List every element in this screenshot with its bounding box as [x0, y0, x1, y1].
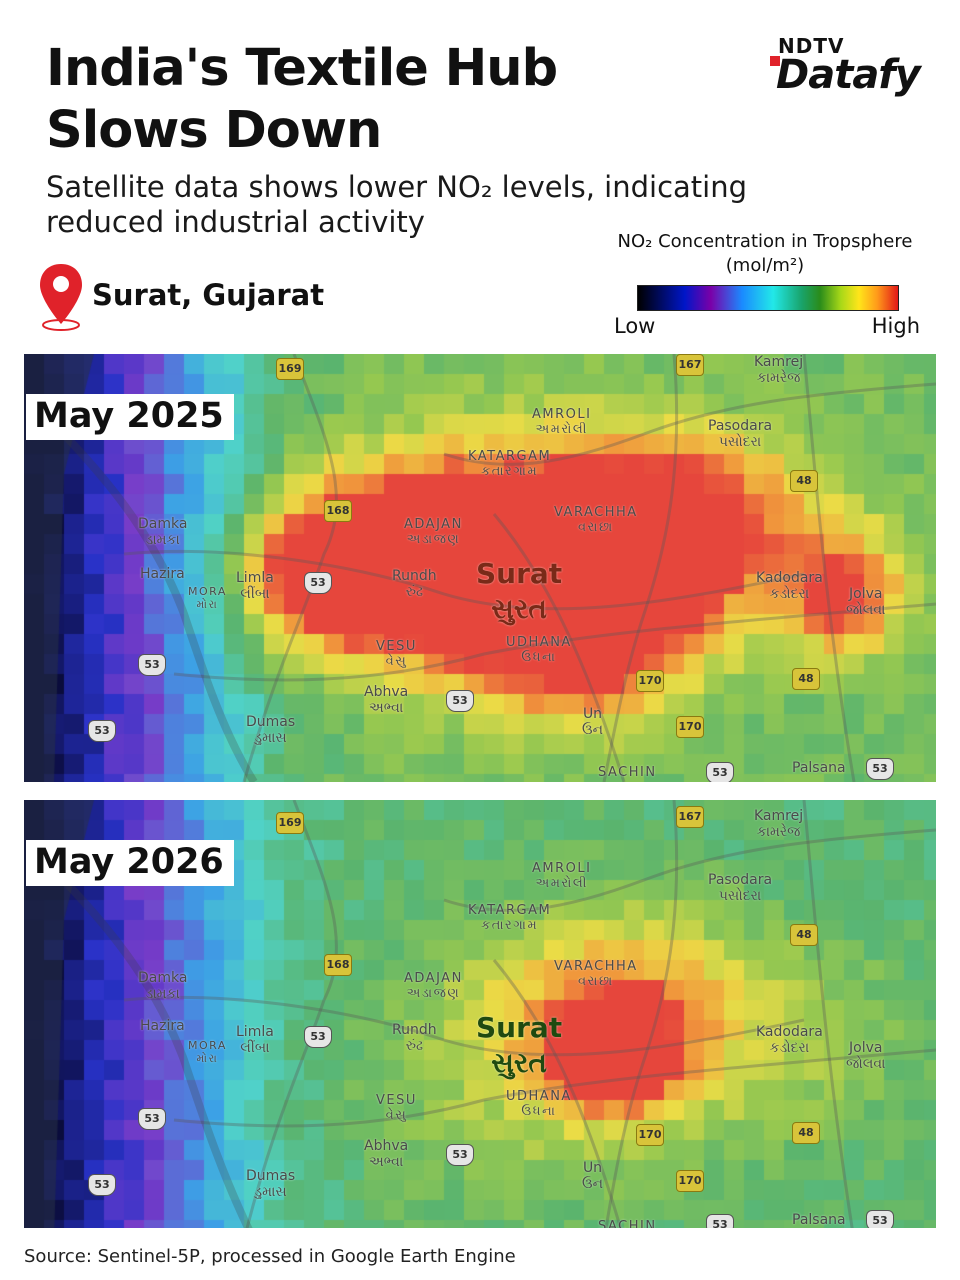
- place-vesu: VESU વેસુ: [376, 1093, 417, 1123]
- road-network: [41, 354, 936, 782]
- road-53-shield: 53: [88, 720, 116, 742]
- legend-high-label: High: [871, 314, 920, 338]
- logo-product: Datafy: [776, 52, 921, 98]
- road-53-shield: 53: [706, 1214, 734, 1228]
- place-palsana: Palsana: [792, 760, 846, 776]
- road-53-shield: 53: [866, 758, 894, 780]
- logo-brand: NDTV: [778, 34, 845, 58]
- place-varachha: VARACHHA વરાછા: [554, 505, 638, 535]
- place-kadodara: Kadodara કડોદરા: [756, 570, 823, 603]
- road-170-shield: 170: [636, 670, 664, 692]
- place-udhana: UDHANA ઉધના: [506, 635, 572, 665]
- road-53-shield: 53: [446, 1144, 474, 1166]
- road-167-shield: 167: [676, 354, 704, 376]
- legend-low-label: Low: [614, 314, 656, 338]
- road-170-shield: 170: [676, 1170, 704, 1192]
- place-limla: Limla લીંબા: [236, 1024, 274, 1057]
- place-un: Un ઉન: [582, 1160, 604, 1193]
- place-dumas: Dumas ડુમાસ: [246, 714, 296, 747]
- place-palsana: Palsana: [792, 1212, 846, 1228]
- location-label: Surat, Gujarat: [92, 278, 325, 312]
- road-170-shield: 170: [636, 1124, 664, 1146]
- road-48-shield: 48: [792, 668, 820, 690]
- road-network: [41, 800, 936, 1228]
- ndtv-datafy-logo: NDTV Datafy: [770, 34, 940, 104]
- road-168-shield: 168: [324, 954, 352, 976]
- place-dumas: Dumas ડુમાસ: [246, 1168, 296, 1201]
- panel-date-label: May 2025: [26, 394, 234, 440]
- map-panel-may-2026: May 2026 AMROLI અમરોલી KATARGAM કતારગામ AD…: [24, 800, 936, 1228]
- road-53-shield: 53: [88, 1174, 116, 1196]
- road-53-shield: 53: [304, 572, 332, 594]
- road-170-shield: 170: [676, 716, 704, 738]
- place-sachin: SACHIN: [598, 1219, 657, 1228]
- panel-date-label: May 2026: [26, 840, 234, 886]
- road-53-shield: 53: [138, 654, 166, 676]
- road-167-shield: 167: [676, 806, 704, 828]
- place-udhana: UDHANA ઉધના: [506, 1089, 572, 1119]
- road-53-shield: 53: [138, 1108, 166, 1130]
- road-53-shield: 53: [304, 1026, 332, 1048]
- page-title: India's Textile Hub Slows Down: [46, 39, 558, 160]
- road-53-shield: 53: [706, 762, 734, 782]
- place-mora: MORA મોરા: [188, 585, 227, 611]
- place-vesu: VESU વેસુ: [376, 639, 417, 669]
- road-53-shield: 53: [446, 690, 474, 712]
- place-abhva: Abhva અભ્વા: [364, 684, 409, 717]
- road-48-shield: 48: [790, 924, 818, 946]
- place-un: Un ઉન: [582, 706, 604, 739]
- place-kamrej: Kamrej કામરેજ: [754, 808, 804, 841]
- place-damka: Damka ડામકા: [138, 970, 188, 1003]
- page-subtitle: Satellite data shows lower NO₂ levels, i…: [46, 170, 748, 239]
- place-mora: MORA મોરા: [188, 1039, 227, 1065]
- place-amroli: AMROLI અમરોલી: [532, 407, 592, 437]
- place-adajan: ADAJAN અડાજણ: [404, 517, 463, 547]
- legend-color-bar: [637, 285, 899, 311]
- place-amroli: AMROLI અમરોલી: [532, 861, 592, 891]
- place-kadodara: Kadodara કડોદરા: [756, 1024, 823, 1057]
- place-limla: Limla લીંબા: [236, 570, 274, 603]
- place-jolva: Jolva જોલવા: [846, 1040, 886, 1073]
- road-48-shield: 48: [792, 1122, 820, 1144]
- road-48-shield: 48: [790, 470, 818, 492]
- place-hazira: Hazira: [140, 566, 185, 582]
- place-adajan: ADAJAN અડાજણ: [404, 971, 463, 1001]
- legend-title: NO₂ Concentration in Tropsphere (mol/m²): [617, 231, 913, 276]
- place-pasodara: Pasodara પસોદરા: [708, 418, 773, 451]
- location-tag: Surat, Gujarat: [36, 262, 356, 334]
- place-pasodara: Pasodara પસોદરા: [708, 872, 773, 905]
- color-legend: NO₂ Concentration in Tropsphere (mol/m²)…: [600, 230, 930, 340]
- place-hazira: Hazira: [140, 1018, 185, 1034]
- place-jolva: Jolva જોલવા: [846, 586, 886, 619]
- place-sachin: SACHIN: [598, 765, 657, 780]
- road-169-shield: 169: [276, 358, 304, 380]
- place-damka: Damka ડામકા: [138, 516, 188, 549]
- road-169-shield: 169: [276, 812, 304, 834]
- road-53-shield: 53: [866, 1210, 894, 1228]
- place-katargam: KATARGAM કતારગામ: [468, 903, 552, 933]
- place-rundh: Rundh રુંઢ: [392, 1022, 437, 1055]
- place-varachha: VARACHHA વરાછા: [554, 959, 638, 989]
- map-pin-icon: [40, 264, 82, 331]
- logo-mark: [770, 56, 780, 66]
- place-rundh: Rundh રુંઢ: [392, 568, 437, 601]
- map-panel-may-2025: May 2025 AMROLI અમરોલી KATARGAM કતારગામ AD…: [24, 354, 936, 782]
- source-note: Source: Sentinel-5P, processed in Google…: [24, 1246, 516, 1267]
- place-surat: Surat સુરત: [476, 1011, 563, 1079]
- place-surat: Surat સુરત: [476, 557, 563, 625]
- place-kamrej: Kamrej કામરેજ: [754, 354, 804, 387]
- place-abhva: Abhva અભ્વા: [364, 1138, 409, 1171]
- road-168-shield: 168: [324, 500, 352, 522]
- place-katargam: KATARGAM કતારગામ: [468, 449, 552, 479]
